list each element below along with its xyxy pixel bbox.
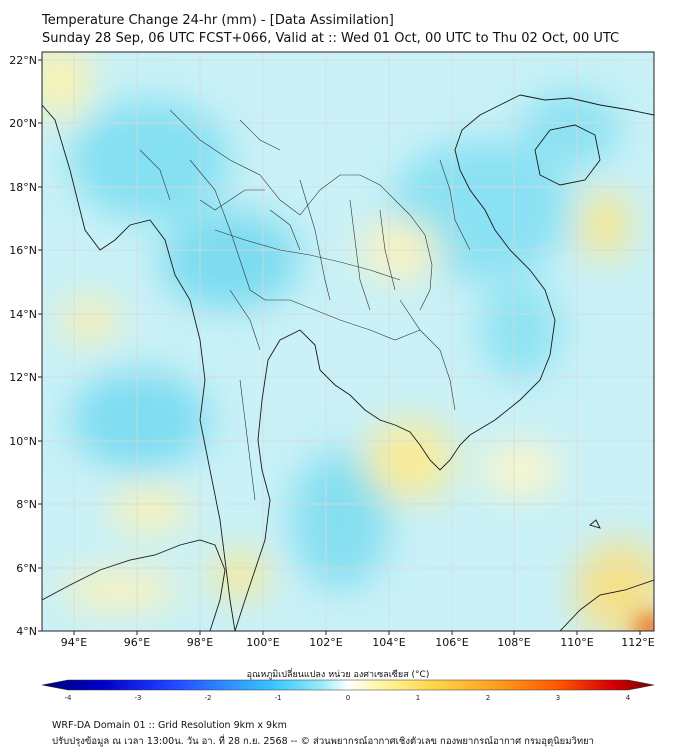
colorbar-tick-label: -1 [275, 694, 282, 702]
colorbar-tick-label: -4 [65, 694, 73, 702]
colorbar-tick-label: 3 [556, 694, 560, 702]
lon-tick-label: 104°E [372, 636, 405, 649]
lat-tick-label: 20°N [9, 117, 37, 130]
footer-credit: ปรับปรุงข้อมูล ณ เวลา 13:00น. วัน อา. ที… [52, 736, 594, 747]
lon-tick-label: 108°E [497, 636, 530, 649]
colorbar-tick-label: -2 [205, 694, 212, 702]
colorbar-tick-label: 2 [486, 694, 490, 702]
lat-tick-label: 6°N [16, 562, 37, 575]
colorbar-tick-label: -3 [135, 694, 142, 702]
temperature-field [42, 52, 654, 631]
lat-tick-label: 4°N [16, 625, 37, 638]
colorbar-tick-label: 0 [346, 694, 350, 702]
province-borders [139, 109, 471, 501]
lat-tick-label: 16°N [9, 244, 37, 257]
lon-tick-label: 94°E [61, 636, 87, 649]
temperature-change-map: 94°E 96°E 98°E 100°E 102°E 104°E 106°E 1… [9, 51, 655, 702]
footer-model-info: WRF-DA Domain 01 :: Grid Resolution 9km … [52, 720, 287, 731]
lon-tick-label: 106°E [435, 636, 468, 649]
lon-tick-label: 112°E [621, 636, 654, 649]
colorbar-tick-label: 1 [416, 694, 420, 702]
colorbar-title: อุณหภูมิเปลี่ยนแปลง หน่วย องศาเซลเซียส (… [246, 670, 430, 680]
lon-tick-label: 98°E [187, 636, 213, 649]
lat-tick-label: 22°N [9, 54, 37, 67]
lon-tick-label: 96°E [124, 636, 150, 649]
map-title: Temperature Change 24-hr (mm) - [Data As… [42, 13, 394, 28]
lat-tick-label: 18°N [9, 181, 37, 194]
lat-tick-label: 12°N [9, 371, 37, 384]
colorbar-tick-label: 4 [626, 694, 631, 702]
lat-tick-label: 10°N [9, 435, 37, 448]
map-frame [41, 51, 655, 632]
colorbar [41, 679, 655, 691]
lon-tick-label: 100°E [246, 636, 279, 649]
grid-lines [42, 52, 654, 631]
coastlines [42, 94, 654, 631]
lon-tick-label: 102°E [309, 636, 342, 649]
lat-tick-label: 8°N [16, 498, 37, 511]
lat-tick-label: 14°N [9, 308, 37, 321]
lon-tick-label: 110°E [560, 636, 593, 649]
map-subtitle: Sunday 28 Sep, 06 UTC FCST+066, Valid at… [42, 31, 620, 46]
